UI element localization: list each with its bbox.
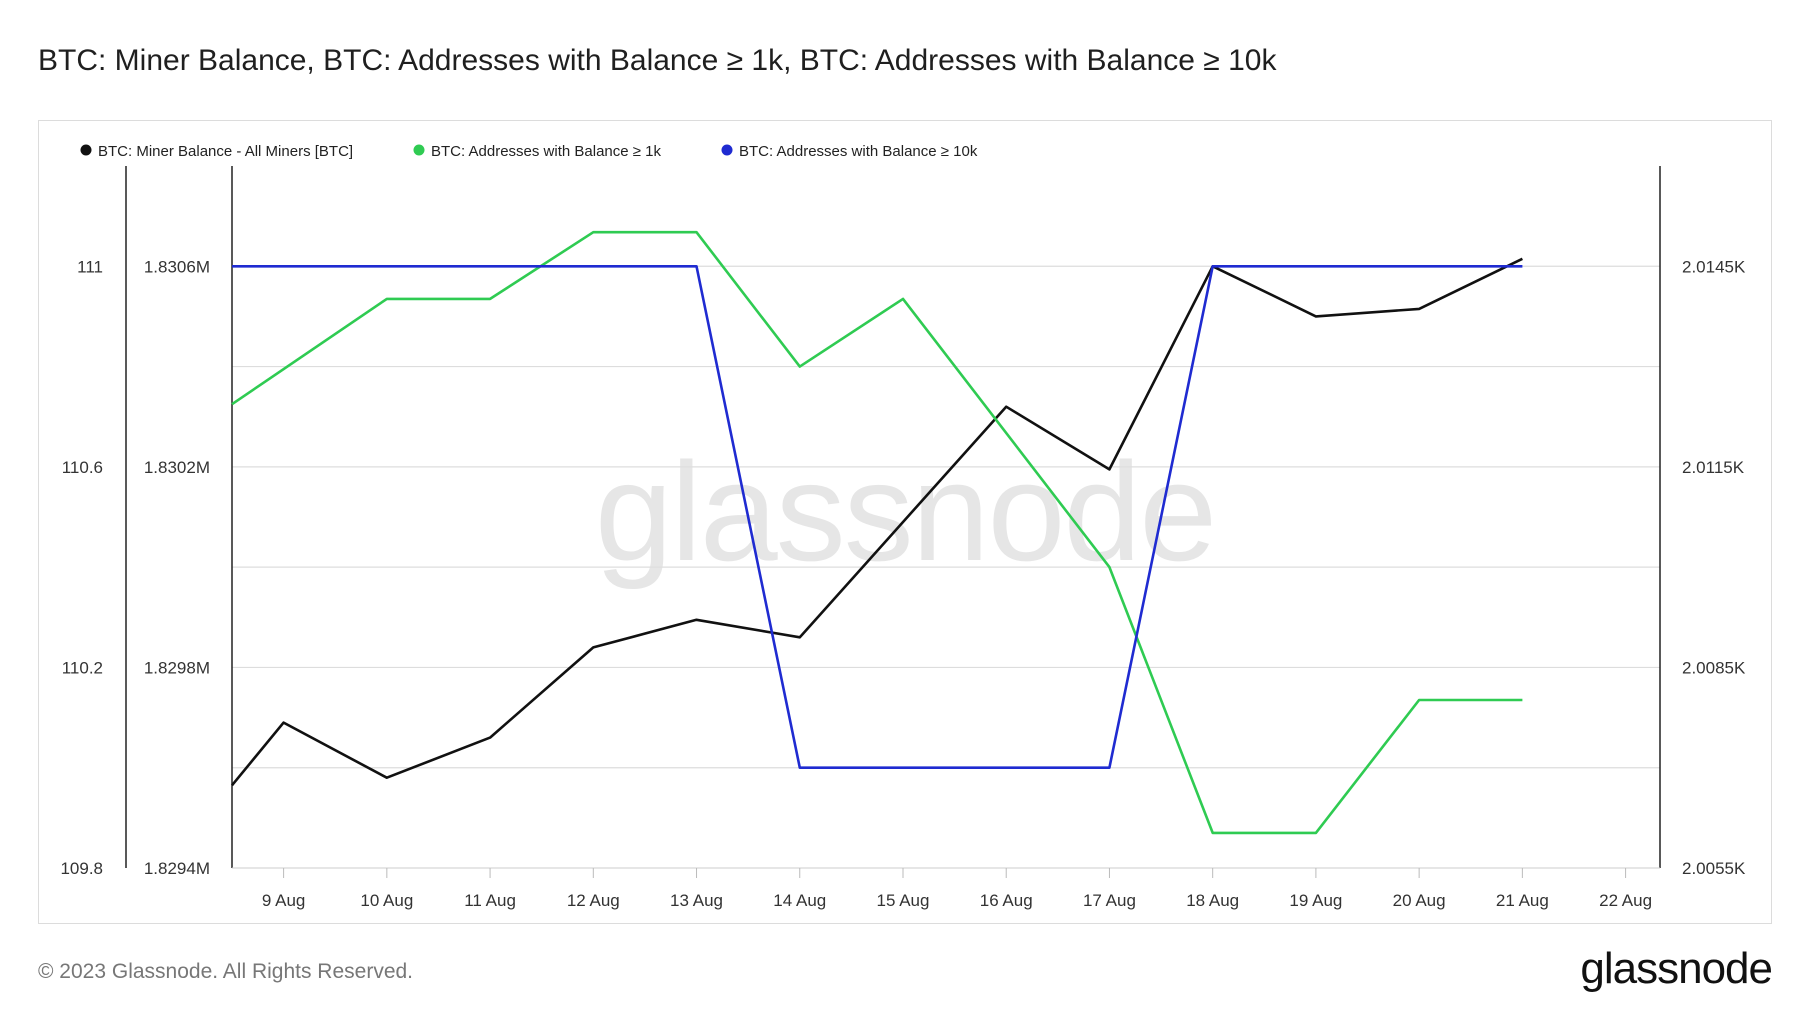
tick-labels: 111 110.6 110.2 109.8 1.8306M 1.8302M 1.8298M 1… <box>60 257 1746 910</box>
left-tick-label: 1.8298M <box>144 658 210 677</box>
series-line-1 <box>230 257 1523 787</box>
x-tick-label: 9 Aug <box>262 891 306 910</box>
x-tick-label: 17 Aug <box>1083 891 1136 910</box>
legend-marker <box>721 144 733 156</box>
outer-left-tick-label: 110.2 <box>62 658 103 677</box>
watermark-text: glassnode <box>595 433 1215 590</box>
chart-frame <box>38 120 1772 924</box>
chart-title: BTC: Miner Balance, BTC: Addresses with … <box>38 44 1277 77</box>
legend-marker <box>413 144 425 156</box>
legend-label: BTC: Addresses with Balance ≥ 10k <box>739 143 978 160</box>
x-tick-label: 20 Aug <box>1393 891 1446 910</box>
outer-left-tick-label: 111 <box>77 257 103 276</box>
x-tick-label: 15 Aug <box>877 891 930 910</box>
left-tick-label: 1.8306M <box>144 257 210 276</box>
outer-left-tick-label: 110.6 <box>62 458 103 477</box>
right-tick-label: 2.0145K <box>1682 257 1746 276</box>
axes <box>125 166 1661 869</box>
series-line-3 <box>232 264 1523 770</box>
x-tick-label: 21 Aug <box>1496 891 1549 910</box>
outer-left-tick-label: 109.8 <box>60 859 103 878</box>
x-tick-label: 22 Aug <box>1599 891 1652 910</box>
series-line-2 <box>231 230 1523 835</box>
x-tick-label: 18 Aug <box>1186 891 1239 910</box>
x-tick-label: 13 Aug <box>670 891 723 910</box>
x-tick-label: 12 Aug <box>567 891 620 910</box>
right-tick-label: 2.0085K <box>1682 658 1746 677</box>
left-tick-label: 1.8294M <box>144 859 210 878</box>
series-lines <box>230 230 1523 835</box>
x-tick-label: 14 Aug <box>773 891 826 910</box>
right-tick-label: 2.0115K <box>1682 458 1745 477</box>
x-tick-label: 10 Aug <box>360 891 413 910</box>
legend-label: BTC: Addresses with Balance ≥ 1k <box>431 143 662 160</box>
x-tick-label: 11 Aug <box>464 891 516 910</box>
legend-label: BTC: Miner Balance - All Miners [BTC] <box>98 143 353 160</box>
legend: BTC: Miner Balance - All Miners [BTC] BTC… <box>80 143 978 160</box>
x-tick-label: 16 Aug <box>980 891 1033 910</box>
legend-marker <box>80 144 92 156</box>
right-tick-label: 2.0055K <box>1682 859 1746 878</box>
x-tick-label: 19 Aug <box>1289 891 1342 910</box>
left-tick-label: 1.8302M <box>144 458 210 477</box>
copyright-text: © 2023 Glassnode. All Rights Reserved. <box>38 960 414 983</box>
glassnode-logo: glassnode <box>1580 944 1773 993</box>
